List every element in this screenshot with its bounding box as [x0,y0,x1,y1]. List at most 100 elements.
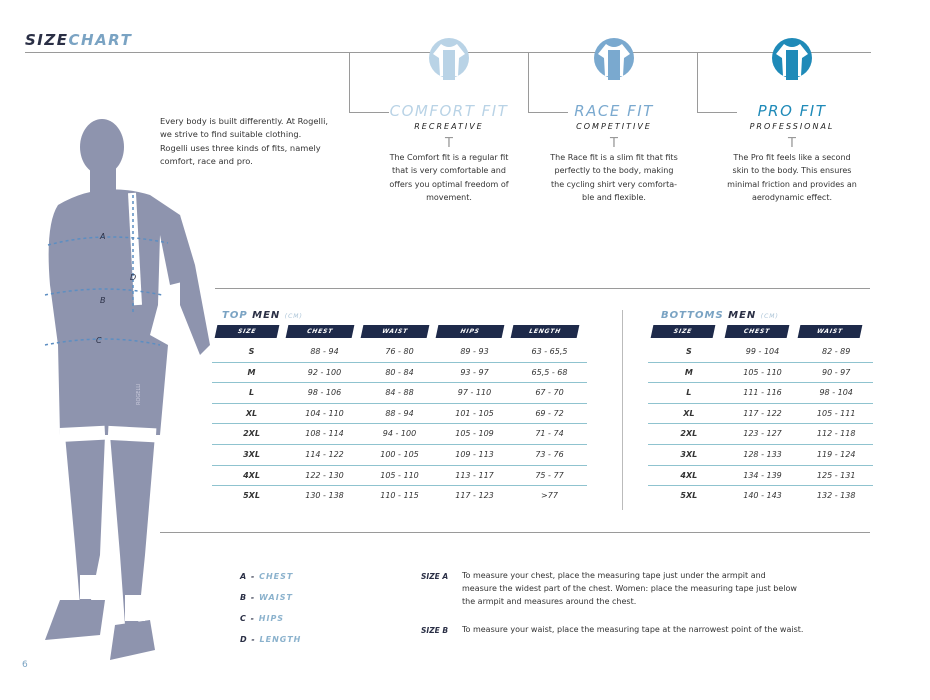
body-figure: A B C D ROGELLI [44,119,210,660]
column-header: SIZE [650,325,716,338]
fit-description: The Pro fit feels like a second skin to … [727,153,857,203]
figure-label-d: D [130,273,136,282]
legend-key: D [240,635,248,644]
fit-block: COMFORT FIT RECREATIVE T The Comfort fit is… [354,102,544,205]
unit: (CM) [284,313,303,320]
table-cell: 75 - 77 [512,466,587,487]
legend-sep: - [247,593,259,602]
table-cell: L [648,383,726,404]
table-cell: 132 - 138 [816,491,856,501]
fit-description: The Race fit is a slim fit that fits per… [550,153,678,203]
legend-key: A [240,572,248,581]
unit: (CM) [760,313,779,320]
fit-block: RACE FIT COMPETITIVE T The Race fit is a sl… [519,102,709,205]
table-cell: 65,5 - 68 [512,363,587,384]
fit-title: PRO FIT [757,102,827,120]
table-cell: >77 [541,491,558,501]
table-row: 2XL 108 - 114 94 - 100 105 - 109 71 - 74 [212,424,590,445]
fit-subtitle: COMPETITIVE [576,122,652,131]
title-part: BOTTOMS [661,310,724,321]
t-divider-icon: T [788,136,796,151]
table-cell: 4XL [648,466,726,487]
table-cell: 76 - 80 [362,342,437,363]
table-row: 3XL 128 - 133 119 - 124 [648,445,874,466]
figure-brand: ROGELLI [136,384,142,406]
table-cell: 130 - 138 [305,491,344,501]
table-row: L 111 - 116 98 - 104 [648,383,874,404]
table-cell: 98 - 104 [799,383,874,404]
table-row: S 88 - 94 76 - 80 89 - 93 63 - 65,5 [212,342,590,363]
size-a-text: To measure your chest, place the measuri… [462,571,797,607]
t-divider-icon: T [445,136,453,151]
table-cell: 119 - 124 [799,445,874,466]
table-cell: 123 - 127 [725,424,800,445]
legend-waist: B - WAIST [240,593,293,602]
table-cell: 125 - 131 [799,466,874,487]
jersey-icon [427,36,471,84]
legend-value: HIPS [258,614,285,623]
table-cell: 82 - 89 [799,342,874,363]
table-cell: 89 - 93 [437,342,512,363]
table-row: S 99 - 104 82 - 89 [648,342,874,363]
table-cell: 88 - 94 [362,404,437,425]
table-cell: 128 - 133 [725,445,800,466]
top-table-title: TOP MEN (CM) [222,310,303,321]
table-cell: 105 - 109 [437,424,512,445]
size-b-label: SIZE B [421,626,449,635]
fit-subtitle: RECREATIVE [414,122,484,131]
figure-label-a: A [99,232,105,241]
fit-title: COMFORT FIT [389,102,509,120]
table-cell: 100 - 105 [362,445,437,466]
table-row: 2XL 123 - 127 112 - 118 [648,424,874,445]
table-cell: 110 - 115 [380,491,419,501]
table-row: 5XL 130 - 138 110 - 115 117 - 123 >77 [212,486,590,507]
title-part: MEN [252,310,281,321]
table-cell: 122 - 130 [287,466,362,487]
table-cell: 3XL [212,445,287,466]
table-cell: 92 - 100 [287,363,362,384]
connector [697,52,698,112]
legend-key: B [240,593,248,602]
title-part: MEN [728,310,757,321]
fit-description: The Comfort fit is a regular fit that is… [389,153,509,203]
connector [349,112,389,113]
size-b-text: To measure your waist, place the measuri… [462,625,804,634]
table-cell: 97 - 110 [437,383,512,404]
column-header: CHEST [285,325,355,338]
table-cell: 98 - 106 [287,383,362,404]
table-cell: XL [212,404,287,425]
intro-text: Every body is built differently. At Roge… [160,116,329,167]
table-cell: 105 - 110 [362,466,437,487]
table-cell: 111 - 116 [725,383,800,404]
legend-sep: - [247,635,260,644]
fit-block: PRO FIT PROFESSIONAL T The Pro fit feels li… [697,102,887,205]
legend-value: WAIST [259,593,293,602]
table-cell: L [212,383,287,404]
table-cell: 84 - 88 [362,383,437,404]
column-header: SIZE [214,325,280,338]
title-part: TOP [222,310,248,321]
table-cell: 105 - 111 [799,404,874,425]
table-cell: 69 - 72 [512,404,587,425]
legend-sep: - [246,614,259,623]
table-cell: 113 - 117 [437,466,512,487]
page-number: 6 [22,660,28,670]
jersey-icon [770,36,814,84]
legend-length: D - LENGTH [240,635,301,644]
t-divider-icon: T [610,136,618,151]
table-cell: 105 - 110 [725,363,800,384]
connector [528,52,529,112]
table-cell: S [212,342,287,363]
table-cell: 101 - 105 [437,404,512,425]
table-cell: 114 - 122 [287,445,362,466]
legend-value: LENGTH [259,635,302,644]
page-title: SIZECHART [25,31,132,49]
table-cell: 117 - 123 [455,491,494,501]
table-cell: 5XL [243,491,260,501]
table-cell: 80 - 84 [362,363,437,384]
column-header: LENGTH [510,325,580,338]
column-header: HIPS [435,325,505,338]
section-rule [215,288,870,289]
table-cell: 93 - 97 [437,363,512,384]
table-cell: 5XL [680,491,698,501]
